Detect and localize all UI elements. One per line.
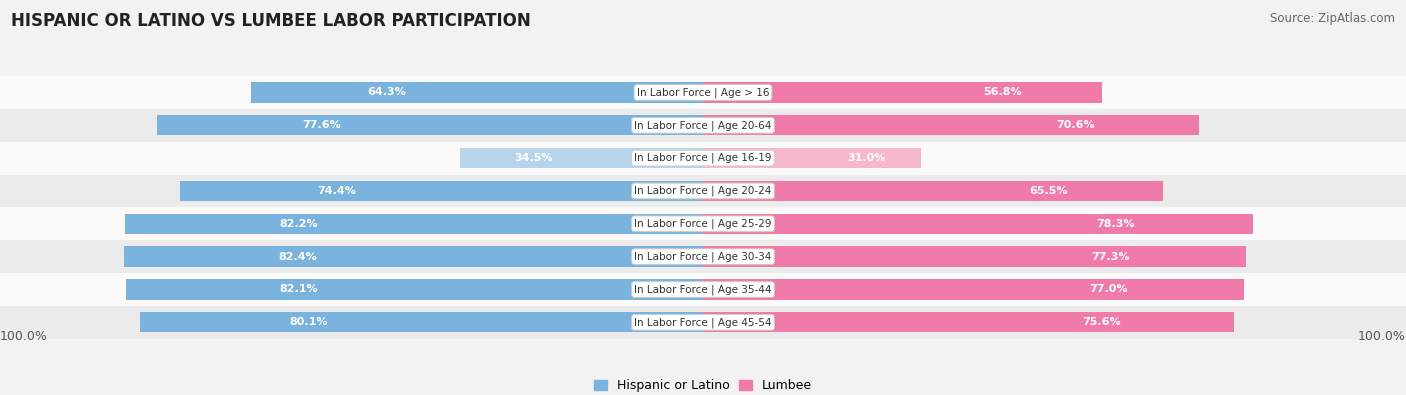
Text: 82.4%: 82.4%	[278, 252, 316, 261]
Text: 77.6%: 77.6%	[302, 120, 340, 130]
Bar	[703, 115, 1199, 135]
Bar	[703, 214, 1254, 234]
Bar	[703, 312, 1234, 333]
Bar	[0, 175, 1406, 207]
Bar	[125, 214, 703, 234]
Text: In Labor Force | Age 16-19: In Labor Force | Age 16-19	[634, 153, 772, 164]
Text: In Labor Force | Age 35-44: In Labor Force | Age 35-44	[634, 284, 772, 295]
Bar	[0, 207, 1406, 240]
Text: 77.0%: 77.0%	[1090, 284, 1128, 294]
Bar	[703, 82, 1102, 103]
Bar	[0, 273, 1406, 306]
Text: In Labor Force | Age 30-34: In Labor Force | Age 30-34	[634, 251, 772, 262]
Text: In Labor Force | Age 20-24: In Labor Force | Age 20-24	[634, 186, 772, 196]
Text: 80.1%: 80.1%	[290, 317, 328, 327]
Text: 31.0%: 31.0%	[848, 153, 886, 163]
Text: In Labor Force | Age 45-54: In Labor Force | Age 45-54	[634, 317, 772, 327]
Bar	[703, 148, 921, 168]
Text: 100.0%: 100.0%	[1358, 330, 1406, 343]
Bar	[252, 82, 703, 103]
Text: 74.4%: 74.4%	[318, 186, 356, 196]
Bar	[0, 306, 1406, 339]
Bar	[127, 279, 703, 300]
Text: 82.1%: 82.1%	[280, 284, 318, 294]
Text: 75.6%: 75.6%	[1083, 317, 1121, 327]
Text: 70.6%: 70.6%	[1056, 120, 1094, 130]
Text: 65.5%: 65.5%	[1029, 186, 1067, 196]
Bar	[0, 76, 1406, 109]
Text: In Labor Force | Age 25-29: In Labor Force | Age 25-29	[634, 218, 772, 229]
Bar	[703, 181, 1164, 201]
Bar	[461, 148, 703, 168]
Bar	[703, 279, 1244, 300]
Text: 78.3%: 78.3%	[1097, 219, 1135, 229]
Text: 64.3%: 64.3%	[367, 87, 406, 98]
Text: Source: ZipAtlas.com: Source: ZipAtlas.com	[1270, 12, 1395, 25]
Text: 82.2%: 82.2%	[280, 219, 318, 229]
Bar	[124, 246, 703, 267]
Bar	[141, 312, 703, 333]
Text: 77.3%: 77.3%	[1091, 252, 1130, 261]
Bar	[0, 109, 1406, 142]
Text: In Labor Force | Age > 16: In Labor Force | Age > 16	[637, 87, 769, 98]
Text: HISPANIC OR LATINO VS LUMBEE LABOR PARTICIPATION: HISPANIC OR LATINO VS LUMBEE LABOR PARTI…	[11, 12, 531, 30]
Bar	[157, 115, 703, 135]
Text: In Labor Force | Age 20-64: In Labor Force | Age 20-64	[634, 120, 772, 130]
Bar	[703, 246, 1247, 267]
Bar	[0, 142, 1406, 175]
Text: 100.0%: 100.0%	[0, 330, 48, 343]
Text: 56.8%: 56.8%	[983, 87, 1022, 98]
Bar	[180, 181, 703, 201]
Bar	[0, 240, 1406, 273]
Legend: Hispanic or Latino, Lumbee: Hispanic or Latino, Lumbee	[589, 374, 817, 395]
Text: 34.5%: 34.5%	[515, 153, 553, 163]
